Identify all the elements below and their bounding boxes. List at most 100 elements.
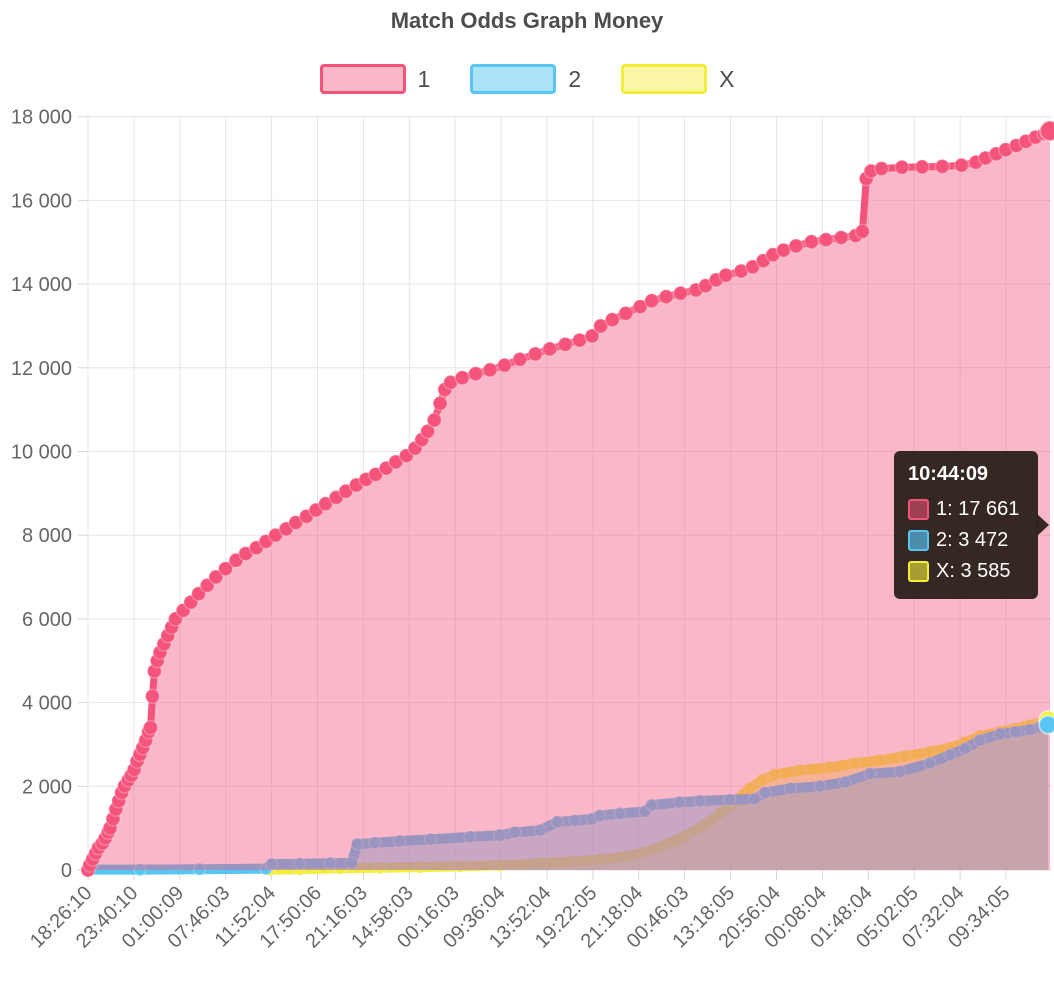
series-1-marker[interactable] (803, 234, 820, 250)
legend-item-X[interactable]: X (621, 64, 734, 94)
series-1-marker[interactable] (388, 454, 404, 470)
series-1-marker[interactable] (788, 238, 804, 254)
series-1-marker[interactable] (672, 285, 689, 302)
series-2-marker[interactable] (644, 798, 659, 812)
series-1-marker[interactable] (496, 357, 513, 374)
legend-item-2[interactable]: 2 (470, 64, 581, 94)
series-2-area[interactable] (88, 724, 1049, 870)
series-2-marker[interactable] (292, 856, 307, 871)
series-1-marker[interactable] (467, 365, 484, 382)
series-1-marker[interactable] (744, 259, 761, 275)
series-1-marker[interactable] (482, 362, 498, 378)
series-X-marker[interactable] (847, 756, 862, 771)
series-2-marker[interactable] (367, 836, 382, 850)
series-1-marker[interactable] (894, 159, 910, 176)
series-X-marker[interactable] (822, 760, 837, 775)
y-axis-label: 6 000 (22, 609, 72, 631)
hover-marker-2[interactable] (1038, 714, 1054, 735)
series-2-marker[interactable] (133, 862, 147, 877)
y-axis-label: 2 000 (22, 776, 72, 798)
series-1-marker[interactable] (854, 223, 871, 240)
series-2-marker[interactable] (758, 785, 772, 800)
series-2-marker[interactable] (813, 779, 827, 794)
y-axis-label: 18 000 (11, 107, 72, 129)
series-1-marker[interactable] (632, 298, 648, 315)
series-1-marker[interactable] (914, 159, 930, 175)
series-1-marker[interactable] (367, 466, 384, 483)
series-X-marker[interactable] (755, 773, 770, 787)
series-2-marker[interactable] (863, 766, 877, 781)
series-1-marker[interactable] (934, 158, 951, 175)
series-1-marker[interactable] (643, 293, 660, 309)
legend-item-1[interactable]: 1 (319, 64, 430, 94)
series-2-marker[interactable] (593, 808, 607, 823)
series-2-marker[interactable] (508, 825, 522, 840)
series-1-marker[interactable] (432, 395, 448, 412)
series-2-marker[interactable] (392, 834, 407, 848)
series-2-marker[interactable] (344, 856, 359, 870)
series-1-marker[interactable] (592, 318, 609, 334)
series-1-marker[interactable] (873, 160, 890, 177)
series-2-marker[interactable] (722, 792, 737, 807)
series-1-marker[interactable] (953, 157, 970, 173)
series-2-marker[interactable] (693, 794, 707, 808)
series-1-marker[interactable] (454, 370, 470, 386)
series-1-marker[interactable] (527, 346, 544, 362)
series-1-marker[interactable] (818, 231, 834, 248)
series-1-marker[interactable] (542, 341, 558, 357)
series-1-marker[interactable] (718, 267, 734, 284)
series-1-marker[interactable] (604, 311, 621, 328)
series-2-marker[interactable] (783, 781, 798, 796)
series-2-marker[interactable] (923, 756, 937, 771)
series-2-marker[interactable] (492, 828, 507, 843)
series-2-marker[interactable] (463, 830, 477, 844)
series-1-marker[interactable] (317, 496, 334, 512)
hover-marker-1[interactable] (1039, 119, 1054, 142)
series-2-marker[interactable] (550, 815, 565, 829)
series-X-marker[interactable] (872, 753, 887, 768)
series-1-marker[interactable] (199, 577, 216, 594)
series-1-marker[interactable] (512, 351, 528, 368)
series-X-marker[interactable] (897, 749, 912, 763)
series-1-marker[interactable] (267, 527, 284, 543)
chart-title: Match Odds Graph Money (390, 8, 664, 33)
y-axis-label: 4 000 (22, 693, 72, 715)
series-2-marker[interactable] (423, 832, 438, 847)
legend-swatch-1 (319, 64, 406, 94)
series-2-marker[interactable] (893, 764, 907, 779)
series-2-marker[interactable] (264, 857, 279, 871)
series-1-marker[interactable] (833, 229, 849, 246)
series-2-marker[interactable] (533, 823, 547, 837)
series-1-area[interactable] (88, 130, 1050, 870)
series-2-marker[interactable] (192, 862, 207, 876)
series-1-marker[interactable] (338, 483, 354, 500)
series-X-marker[interactable] (768, 767, 782, 782)
series-2-marker[interactable] (323, 856, 338, 871)
series-1-marker[interactable] (419, 423, 436, 440)
series-2-marker[interactable] (973, 733, 987, 748)
series-2-marker[interactable] (350, 837, 365, 851)
series-1-marker[interactable] (144, 688, 161, 705)
series-2-marker[interactable] (568, 813, 582, 828)
series-1-marker[interactable] (217, 560, 234, 577)
series-1-marker[interactable] (426, 412, 443, 428)
tooltip-header: 10:44:09 (908, 463, 989, 485)
series-1-marker[interactable] (288, 514, 304, 531)
series-2-marker[interactable] (613, 806, 627, 821)
series-2-marker[interactable] (747, 792, 762, 806)
y-axis-label: 14 000 (11, 274, 72, 296)
series-2-marker[interactable] (993, 727, 1007, 741)
series-2-marker[interactable] (1008, 725, 1023, 739)
series-2-marker[interactable] (838, 775, 852, 789)
series-2-marker[interactable] (672, 795, 687, 809)
series-1-marker[interactable] (658, 288, 674, 305)
series-1-marker[interactable] (190, 586, 207, 602)
series-1-marker[interactable] (142, 719, 159, 736)
series-1-marker[interactable] (208, 569, 224, 585)
series-2-marker[interactable] (943, 748, 957, 762)
series-X-marker[interactable] (793, 763, 807, 778)
series-1-marker[interactable] (584, 328, 600, 344)
series-1-marker[interactable] (618, 305, 634, 322)
series-1-marker[interactable] (557, 336, 573, 353)
series-2-marker[interactable] (958, 741, 973, 756)
